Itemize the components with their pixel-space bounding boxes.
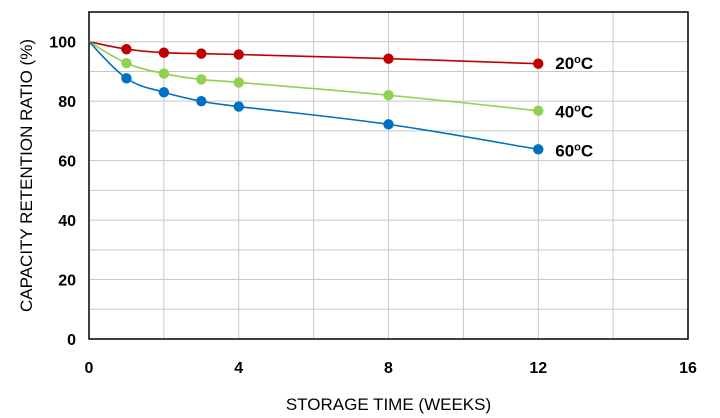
y-axis-title: CAPACITY RETENTION RATIO (%) (17, 39, 36, 312)
data-point (383, 53, 394, 64)
series-label: 40oC (555, 103, 593, 122)
data-point (158, 87, 170, 98)
data-point (121, 57, 132, 69)
series-label-degree: o (574, 54, 581, 66)
data-point (233, 49, 244, 60)
y-tick-label: 100 (49, 35, 76, 52)
y-tick-label: 0 (67, 332, 76, 349)
y-tick-label: 60 (58, 154, 76, 171)
series-label-degree: o (574, 141, 581, 153)
series-group (88, 40, 544, 155)
data-point (158, 68, 170, 79)
series-label-value: 60 (555, 141, 574, 160)
x-tick-label: 12 (529, 360, 547, 377)
series-label: 20oC (555, 54, 593, 73)
x-tick-label: 16 (679, 360, 697, 377)
y-tick-label: 80 (58, 94, 76, 111)
series-label: 60oC (555, 141, 593, 160)
x-tick-label: 8 (384, 360, 393, 377)
data-point (533, 58, 544, 69)
data-point (383, 119, 394, 130)
series-label-unit: C (581, 54, 593, 73)
data-point (121, 43, 132, 55)
y-tick-label: 40 (58, 213, 76, 230)
series-label-unit: C (581, 103, 593, 122)
data-point (383, 90, 394, 101)
plot-border (88, 11, 689, 340)
plot-frame (88, 11, 689, 340)
series-label-value: 40 (555, 103, 574, 122)
series-label-degree: o (574, 103, 581, 115)
data-point (533, 144, 544, 155)
series-label-value: 20 (555, 54, 574, 73)
y-axis-ticks: 0 20 40 60 80 100 (49, 35, 76, 349)
data-point (233, 101, 244, 112)
data-point (233, 77, 244, 88)
data-point (121, 73, 132, 84)
x-axis-ticks: 0 4 8 12 16 (85, 360, 697, 377)
data-point (196, 48, 207, 59)
y-tick-label: 20 (58, 273, 76, 290)
data-point (196, 95, 207, 107)
x-tick-label: 0 (85, 360, 94, 377)
series-label-unit: C (581, 141, 593, 160)
data-point (196, 74, 207, 85)
data-point (533, 105, 544, 116)
x-tick-label: 4 (234, 360, 243, 377)
data-point (158, 47, 170, 58)
x-axis-title: STORAGE TIME (WEEKS) (286, 395, 491, 414)
